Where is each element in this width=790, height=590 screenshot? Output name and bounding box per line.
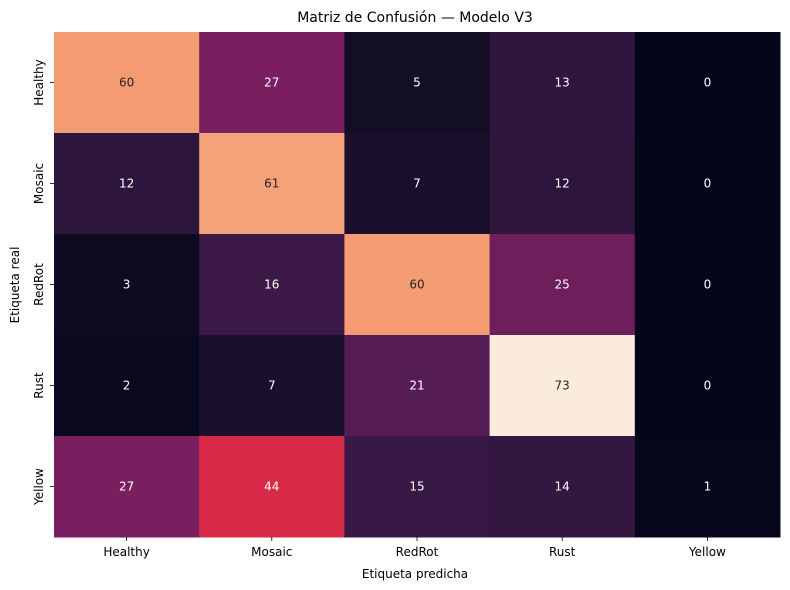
heatmap-cell <box>54 436 200 538</box>
heatmap-cell <box>489 133 636 235</box>
heatmap-cell <box>344 234 491 336</box>
heatmap-cell <box>54 335 200 437</box>
cell-value-label: 25 <box>555 278 570 292</box>
cell-value-label: 0 <box>704 379 712 393</box>
cell-value-label: 7 <box>413 177 421 191</box>
cell-value-label: 60 <box>409 278 424 292</box>
heatmap-cell <box>54 234 200 336</box>
heatmap-cell <box>199 32 345 134</box>
heatmap-cell <box>199 234 345 336</box>
cell-value-label: 61 <box>264 177 279 191</box>
cell-value-label: 14 <box>555 480 570 494</box>
cell-value-label: 27 <box>264 76 279 90</box>
chart-title: Matriz de Confusión — Modelo V3 <box>297 10 533 26</box>
cell-value-label: 13 <box>555 76 570 90</box>
cell-value-label: 12 <box>555 177 570 191</box>
heatmap-cell <box>489 32 636 134</box>
cell-value-label: 1 <box>704 480 712 494</box>
y-tick-label: Yellow <box>32 468 46 506</box>
cell-value-label: 21 <box>409 379 424 393</box>
cell-value-label: 44 <box>264 480 279 494</box>
x-axis-ticks: Healthy Mosaic RedRot Rust Yellow <box>103 537 726 559</box>
x-tick-label: RedRot <box>396 545 439 559</box>
heatmap-cell <box>199 436 345 538</box>
heatmap-cell <box>634 436 781 538</box>
heatmap-cell <box>634 335 781 437</box>
heatmap-cell <box>199 133 345 235</box>
cell-value-label: 0 <box>704 76 712 90</box>
cell-value-label: 5 <box>413 76 421 90</box>
y-axis-ticks: Healthy Mosaic RedRot Rust Yellow <box>32 59 54 506</box>
y-tick-label: Healthy <box>32 59 46 106</box>
cell-value-label: 7 <box>268 379 276 393</box>
x-tick-label: Yellow <box>688 545 726 559</box>
cell-value-label: 16 <box>264 278 279 292</box>
cell-value-label: 15 <box>409 480 424 494</box>
x-axis-label: Etiqueta predicha <box>362 567 468 581</box>
heatmap-cell <box>489 234 636 336</box>
cell-value-label: 60 <box>119 76 134 90</box>
cell-value-label: 3 <box>123 278 131 292</box>
cell-value-label: 27 <box>119 480 134 494</box>
x-tick-label: Mosaic <box>251 545 292 559</box>
y-tick-label: Rust <box>32 372 46 399</box>
heatmap-cell <box>489 335 636 437</box>
heatmap-cell <box>54 32 200 134</box>
cell-value-label: 2 <box>123 379 131 393</box>
heatmap-cell <box>634 133 781 235</box>
heatmap-cell <box>344 335 491 437</box>
x-tick-label: Rust <box>549 545 576 559</box>
heatmap-cell <box>634 234 781 336</box>
heatmap-cell <box>199 335 345 437</box>
x-tick-label: Healthy <box>103 545 150 559</box>
y-tick-label: Mosaic <box>32 163 46 204</box>
heatmap-cell <box>54 133 200 235</box>
y-axis-label: Etiqueta real <box>8 247 22 324</box>
cell-value-label: 0 <box>704 177 712 191</box>
heatmap-cell <box>344 32 491 134</box>
heatmap-cell <box>344 436 491 538</box>
cell-value-label: 0 <box>704 278 712 292</box>
heatmap-cell <box>344 133 491 235</box>
heatmap-cell <box>634 32 781 134</box>
y-tick-label: RedRot <box>32 263 46 306</box>
heatmap-cells: 60 27 5 13 012 61 7 12 03 16 60 25 02 7 21 73 027 44 15 14 1 <box>54 32 781 538</box>
heatmap-cell <box>489 436 636 538</box>
cell-value-label: 73 <box>555 379 570 393</box>
cell-value-label: 12 <box>119 177 134 191</box>
